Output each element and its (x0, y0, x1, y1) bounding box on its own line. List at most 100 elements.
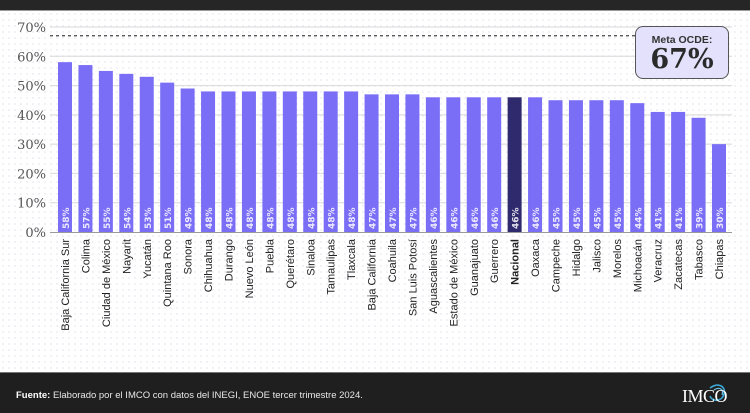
category-label: Chihuahua (203, 238, 215, 292)
y-tick-label: 10% (17, 197, 46, 212)
y-tick-label: 30% (17, 138, 46, 153)
category-label: Jalisco (591, 239, 603, 273)
value-label: 45% (553, 207, 563, 229)
category-label: Durango (224, 239, 236, 281)
category-label: Guanajuato (469, 239, 481, 296)
bar (671, 111, 686, 232)
bar (609, 100, 624, 232)
goal-value: 67% (650, 44, 714, 75)
value-label: 53% (144, 207, 154, 229)
category-label: Oaxaca (530, 238, 542, 277)
bar (568, 100, 583, 232)
bar (262, 91, 277, 232)
bar (528, 97, 543, 233)
bar (139, 76, 154, 233)
category-label: Tamaulipas (326, 239, 338, 295)
imco-logo: IMCO (666, 380, 736, 408)
category-label: San Luis Potosí (407, 239, 419, 316)
value-label: 55% (103, 207, 113, 229)
value-label: 47% (409, 207, 419, 229)
logo-swirl-icon (709, 384, 726, 402)
category-label: Baja California Sur (60, 239, 72, 331)
bar (282, 91, 297, 232)
bar (303, 91, 318, 232)
category-label: Nacional (510, 239, 522, 285)
category-label: Sonora (183, 238, 195, 274)
bar (425, 97, 440, 233)
bar (507, 97, 522, 233)
category-label: Quintana Roo (162, 239, 174, 307)
value-label: 48% (246, 207, 256, 229)
bar (650, 111, 665, 232)
source-note: Fuente: Elaborado por el IMCO con datos … (16, 390, 363, 401)
category-labels: Baja California Sur Colima Ciudad de Méxic… (60, 238, 726, 331)
bar (589, 100, 604, 232)
value-label: 47% (369, 207, 379, 229)
bar (446, 97, 461, 233)
bar (691, 117, 706, 232)
value-label: 48% (226, 207, 236, 229)
logo-text: IMCO (682, 386, 728, 406)
bar (119, 73, 134, 232)
bar (180, 88, 195, 232)
value-label: 46% (471, 207, 481, 229)
y-tick-label: 50% (17, 80, 46, 95)
bar (201, 91, 216, 232)
bars (58, 62, 726, 233)
category-label: Veracruz (653, 239, 665, 282)
category-label: Campeche (551, 239, 563, 292)
category-label: Querétaro (285, 239, 297, 289)
bar (405, 94, 420, 232)
bar (78, 65, 93, 232)
bar (487, 97, 502, 233)
bar (712, 144, 726, 232)
bar (385, 94, 399, 232)
y-tick-label: 60% (17, 50, 46, 65)
bar (466, 97, 481, 233)
source-label: Fuente: (16, 390, 51, 401)
value-label: 58% (62, 207, 72, 229)
value-label: 54% (123, 207, 133, 229)
category-label: Chiapas (714, 239, 726, 280)
value-label: 45% (593, 207, 603, 229)
category-label: Puebla (264, 238, 276, 273)
value-label: 48% (287, 207, 297, 229)
value-label: 57% (82, 207, 92, 229)
category-label: Morelos (612, 239, 624, 279)
top-bar (0, 0, 750, 11)
category-label: Colima (80, 238, 92, 273)
category-label: Michoacán (632, 239, 644, 292)
category-label: Coahuila (387, 238, 399, 282)
category-label: Tabasco (694, 239, 706, 280)
y-tick-label: 70% (17, 21, 46, 36)
category-label: Zacatecas (673, 239, 685, 290)
value-label: 45% (573, 207, 583, 229)
category-label: Aguascalientes (428, 239, 440, 314)
category-label: Guerrero (489, 239, 501, 283)
bar (58, 62, 72, 233)
category-label: Tlaxcala (346, 238, 358, 280)
bar (98, 70, 113, 232)
bar (160, 82, 175, 233)
category-label: Ciudad de México (101, 239, 113, 327)
goal-label: Meta OCDE: (651, 34, 713, 46)
category-label: Hidalgo (571, 239, 583, 276)
y-tick-label: 0% (25, 226, 46, 241)
value-label: 41% (675, 207, 685, 229)
y-axis-ticks: 0% 10% 20% 30% 40% 50% 60% 70% (17, 21, 46, 241)
value-label: 45% (614, 207, 624, 229)
value-label: 44% (634, 207, 644, 229)
value-label: 46% (491, 207, 501, 229)
category-label: Sinaloa (305, 238, 317, 276)
category-label: Yucatán (142, 239, 154, 279)
value-label: 51% (164, 207, 174, 229)
value-label: 46% (450, 207, 460, 229)
bar (323, 91, 338, 232)
source-text: Elaborado por el IMCO con datos del INEG… (50, 390, 363, 401)
value-label: 48% (348, 207, 358, 229)
value-labels: 58% 57% 55% 54% 53% 51% 49% 48% 48% 48% 48% 48% 48% 4… (62, 207, 726, 229)
bar (364, 94, 379, 232)
value-label: 39% (696, 207, 706, 229)
value-label: 30% (716, 207, 726, 229)
goal-callout: Meta OCDE: 67% (635, 26, 729, 79)
